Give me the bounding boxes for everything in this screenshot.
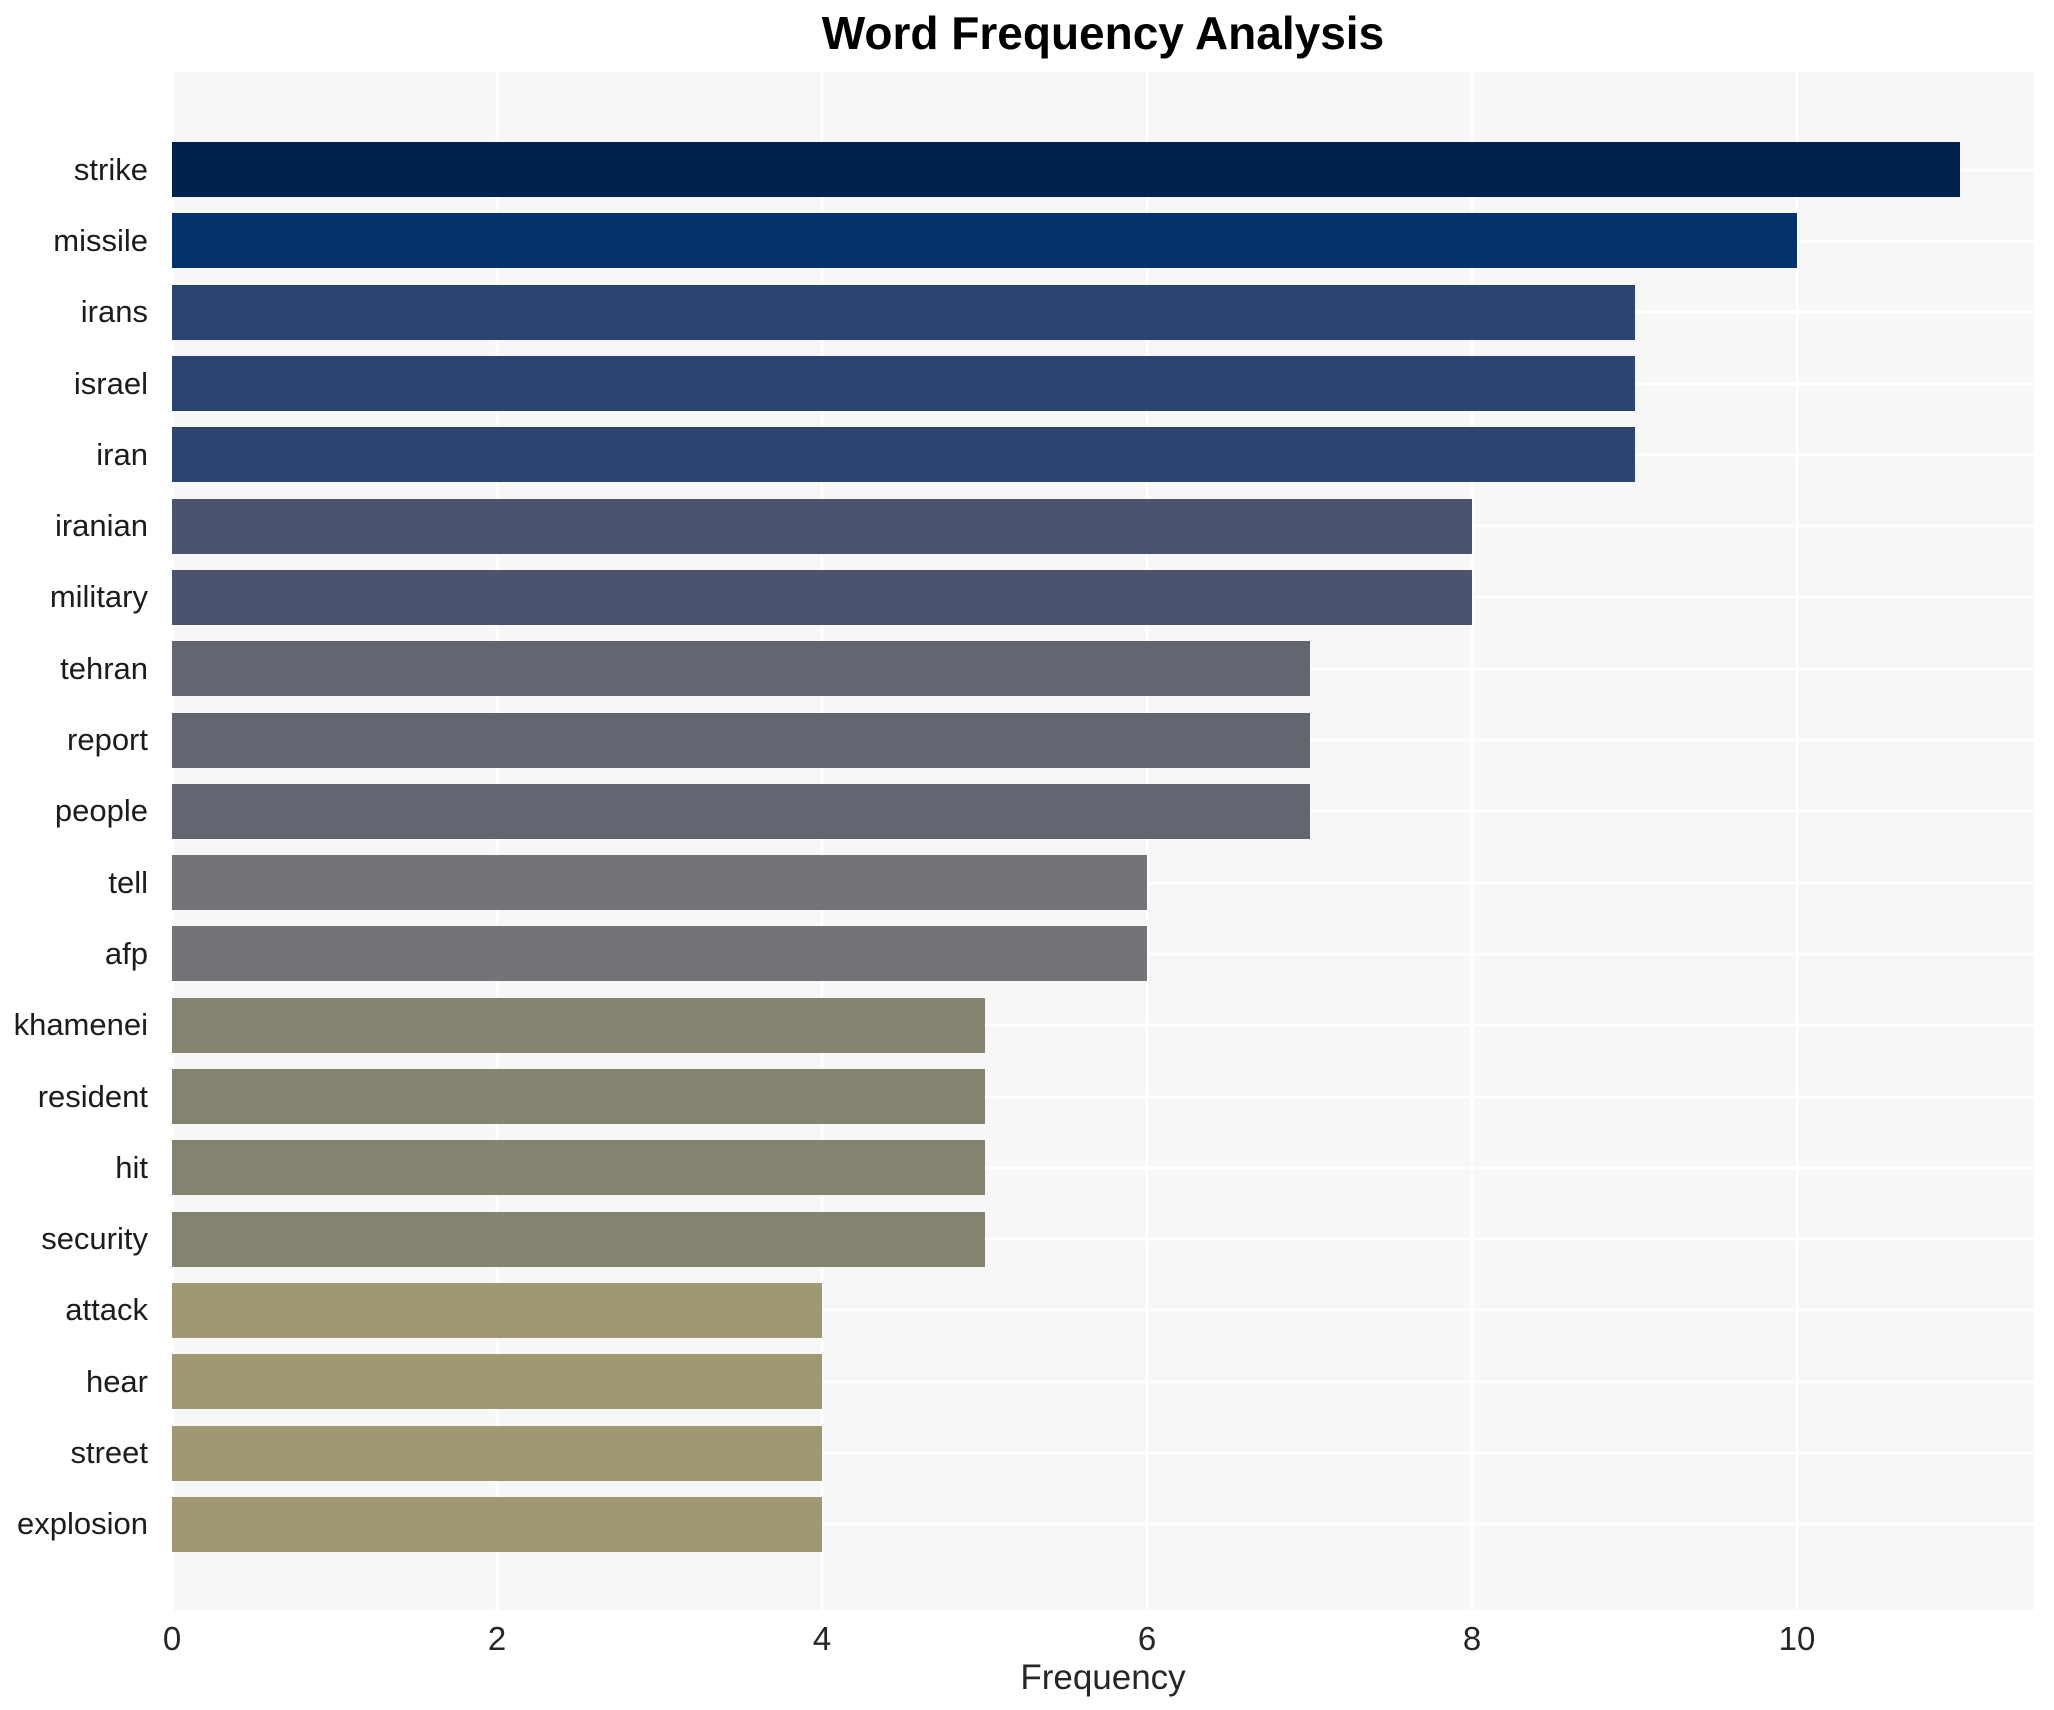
y-label-iran: iran [96,436,148,472]
x-axis-title: Frequency [1020,1658,1186,1697]
bar-iranian [172,498,1472,554]
x-gridline-6 [1145,72,1149,1610]
bar-security [172,1211,985,1267]
x-tick-label-10: 10 [1778,1620,1816,1657]
y-label-security: security [41,1221,148,1257]
bar-tell [172,855,1147,911]
y-gridline-street [172,1451,2034,1455]
bar-irans [172,284,1635,340]
y-label-irans: irans [80,294,148,330]
bar-hit [172,1140,985,1196]
bar-hear [172,1354,822,1410]
bar-military [172,569,1472,625]
bar-street [172,1425,822,1481]
bar-afp [172,926,1147,982]
y-label-resident: resident [37,1078,148,1114]
bar-israel [172,356,1635,412]
y-label-tehran: tehran [60,650,148,686]
x-tick-label-4: 4 [812,1620,832,1657]
y-label-khamenei: khamenei [13,1007,148,1043]
bar-report [172,712,1310,768]
y-label-report: report [67,722,148,758]
x-tick-label-2: 2 [487,1620,507,1657]
bar-missile [172,213,1797,269]
bar-strike [172,142,1960,198]
y-label-missile: missile [53,222,148,258]
y-gridline-hear [172,1380,2034,1384]
plot-area [170,72,2034,1610]
y-label-hear: hear [85,1363,148,1399]
y-label-iranian: iranian [54,508,148,544]
x-gridline-10 [1795,72,1799,1610]
y-gridline-attack [172,1308,2034,1312]
y-label-israel: israel [73,365,148,401]
y-label-attack: attack [65,1292,148,1328]
x-tick-label-0: 0 [162,1620,182,1657]
bar-explosion [172,1496,822,1552]
y-gridline-khamenei [172,1023,2034,1027]
y-gridline-explosion [172,1522,2034,1526]
x-tick-label-8: 8 [1462,1620,1482,1657]
y-label-people: people [54,793,148,829]
y-gridline-hit [172,1166,2034,1170]
bar-attack [172,1282,822,1338]
y-label-strike: strike [73,151,148,187]
bar-resident [172,1069,985,1125]
y-axis-labels: strike missile irans israel iran iranian milit… [0,72,160,1610]
bar-khamenei [172,997,985,1053]
x-gridline-8 [1470,72,1474,1610]
bar-tehran [172,641,1310,697]
x-tick-label-6: 6 [1137,1620,1157,1657]
x-gridline-0 [170,72,174,1610]
y-label-explosion: explosion [17,1506,148,1542]
x-axis-ticks: 0 2 4 6 8 10 [163,1620,2034,1664]
y-gridline-resident [172,1095,2034,1099]
y-label-hit: hit [115,1149,148,1185]
y-label-street: street [70,1435,148,1471]
bar-people [172,783,1310,839]
x-gridline-2 [495,72,499,1610]
y-label-tell: tell [108,864,148,900]
bar-iran [172,427,1635,483]
y-gridline-security [172,1237,2034,1241]
x-gridline-4 [820,72,824,1610]
chart-title: Word Frequency Analysis [821,7,1385,59]
y-label-military: military [49,579,148,615]
y-label-afp: afp [104,935,148,971]
